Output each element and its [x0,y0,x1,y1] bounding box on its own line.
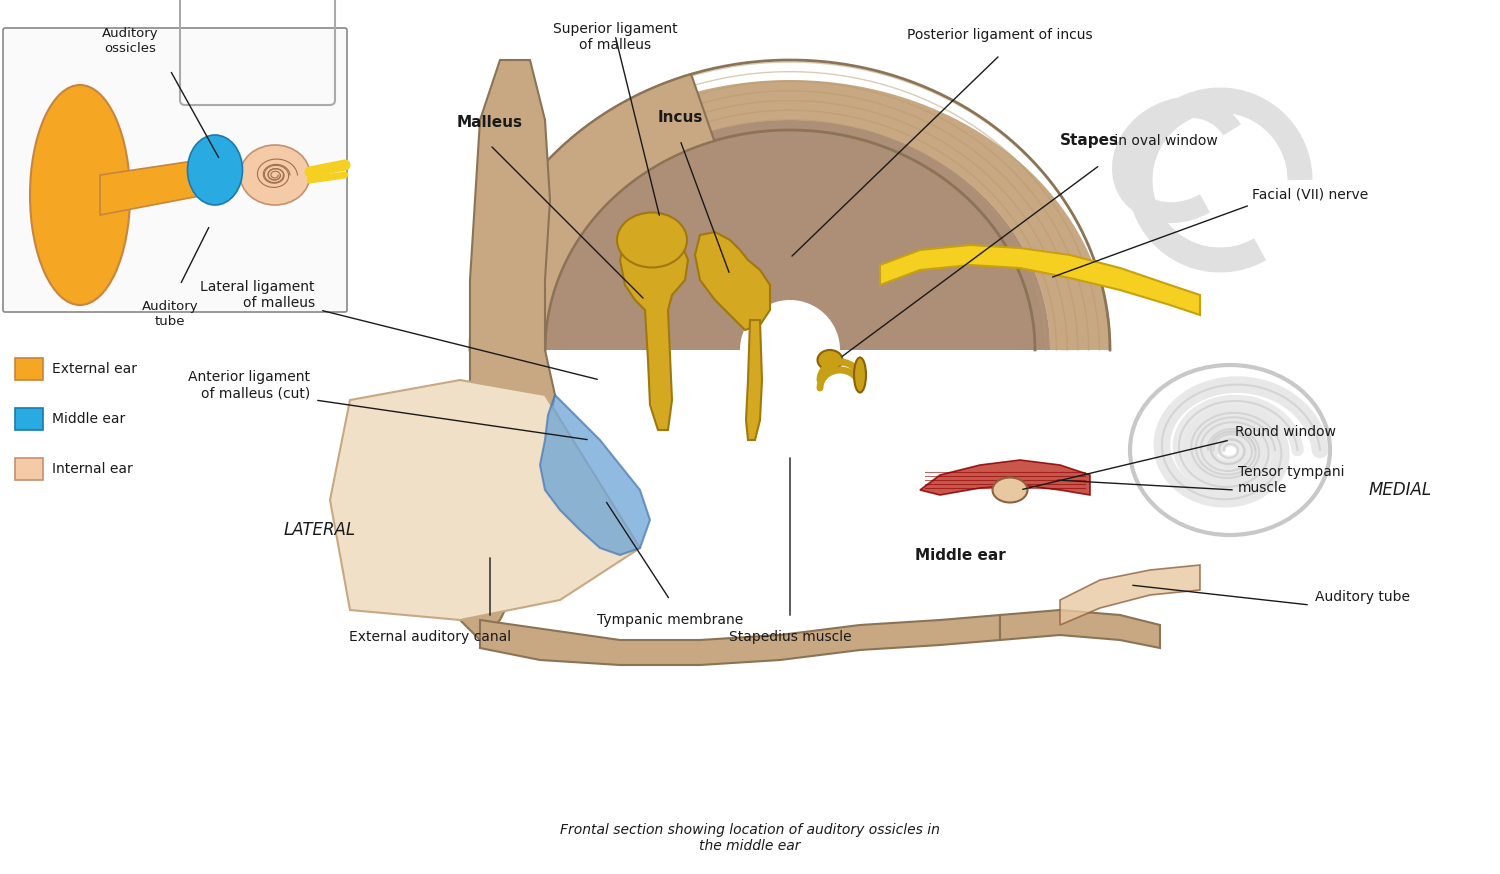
Bar [15,458,44,480]
Ellipse shape [30,85,130,305]
Polygon shape [330,380,640,620]
Polygon shape [480,615,1000,665]
Polygon shape [450,60,555,640]
Ellipse shape [818,350,843,370]
Text: Frontal section showing location of auditory ossicles in
the middle ear: Frontal section showing location of audi… [560,823,940,853]
Text: Stapedius muscle: Stapedius muscle [729,630,852,644]
Text: External auditory canal: External auditory canal [350,630,512,644]
Polygon shape [920,460,1090,495]
Text: Middle ear: Middle ear [915,547,1005,563]
Ellipse shape [853,357,865,392]
Text: Superior ligament
of malleus: Superior ligament of malleus [552,22,678,52]
Text: Stapes: Stapes [1060,133,1119,148]
Polygon shape [470,80,1110,350]
Polygon shape [1060,565,1200,625]
Text: MEDIAL: MEDIAL [1368,481,1431,499]
Text: Incus: Incus [657,110,702,125]
Polygon shape [100,160,206,215]
Text: Posterior ligament of incus: Posterior ligament of incus [908,28,1094,42]
Text: Lateral ligament
of malleus: Lateral ligament of malleus [201,280,315,310]
Text: Middle ear: Middle ear [53,412,124,426]
Text: Internal ear: Internal ear [53,462,132,476]
Text: Anterior ligament
of malleus (cut): Anterior ligament of malleus (cut) [188,370,310,400]
Ellipse shape [993,477,1028,503]
Polygon shape [1000,610,1160,648]
Ellipse shape [188,135,243,205]
Ellipse shape [616,212,687,267]
Text: LATERAL: LATERAL [284,521,356,539]
Polygon shape [694,232,770,330]
Polygon shape [746,320,762,440]
Bar [15,358,44,380]
Text: Malleus: Malleus [458,115,524,130]
Polygon shape [470,74,714,350]
Text: Round window: Round window [1234,425,1336,439]
Polygon shape [540,395,650,555]
Polygon shape [620,228,688,430]
FancyBboxPatch shape [3,28,346,312]
Text: in oval window: in oval window [1110,134,1218,148]
Text: Facial (VII) nerve: Facial (VII) nerve [1252,188,1368,202]
Text: Auditory
tube: Auditory tube [141,300,198,328]
Text: External ear: External ear [53,362,136,376]
Text: Tympanic membrane: Tympanic membrane [597,613,742,627]
Polygon shape [880,245,1200,315]
Polygon shape [530,120,1050,350]
Text: Tensor tympani
muscle: Tensor tympani muscle [1238,465,1344,495]
Ellipse shape [240,145,310,205]
Text: Auditory
ossicles: Auditory ossicles [102,27,159,55]
Text: Auditory tube: Auditory tube [1316,590,1410,604]
Bar [15,408,44,430]
